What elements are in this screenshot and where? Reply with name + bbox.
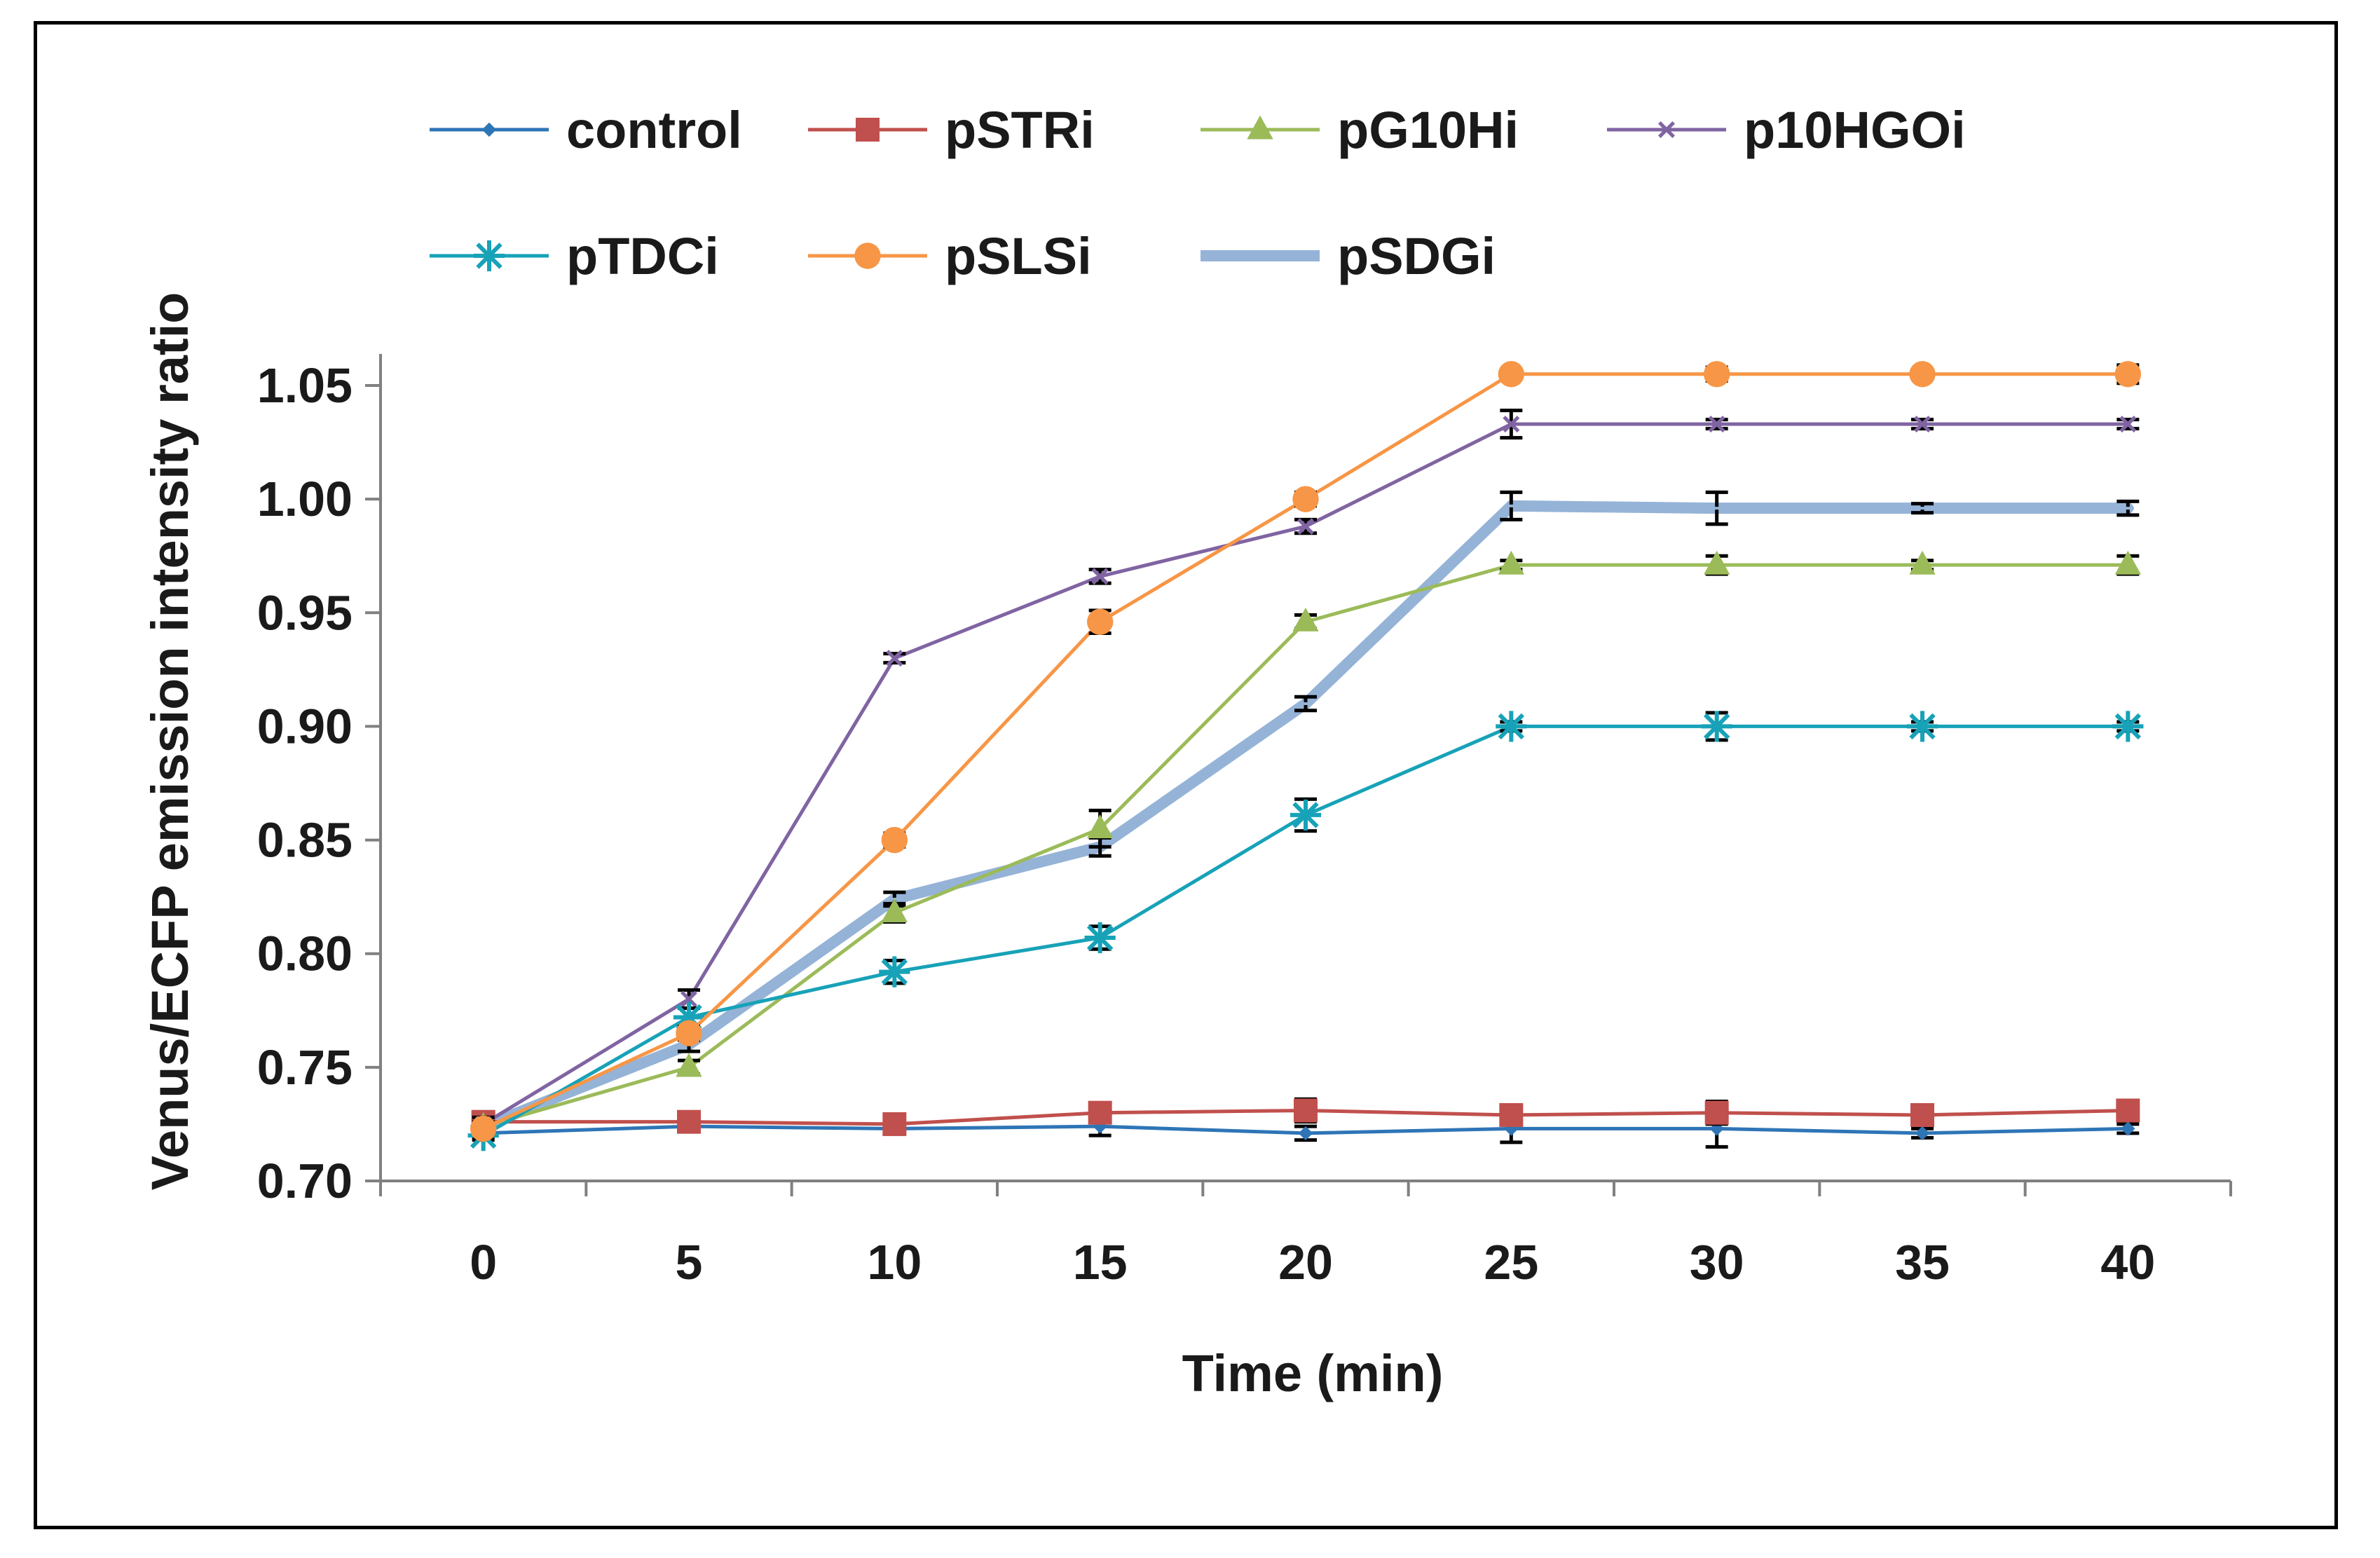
data-point: [1703, 550, 1730, 575]
data-point: [2121, 1121, 2135, 1136]
data-point: [1247, 115, 1273, 139]
data-point: [1091, 568, 1109, 585]
data-point: [1084, 922, 1116, 954]
data-point: [1292, 486, 1319, 512]
data-point: [1910, 1102, 1934, 1127]
data-point: [676, 1020, 702, 1046]
data-point: [882, 1112, 907, 1136]
y-tick-label: 1.00: [257, 472, 353, 526]
x-tick-label: 15: [1073, 1235, 1128, 1290]
y-tick-label: 1.05: [257, 358, 353, 413]
legend: control pSTRi pG10Hi p10HGOi pTDCi pSLSi pSDGi: [430, 101, 1966, 285]
data-point: [854, 242, 881, 269]
data-point: [677, 1109, 701, 1134]
legend-item-control: control: [430, 101, 742, 159]
series-pSTRi: [471, 1097, 2140, 1136]
y-tick-label: 0.85: [257, 813, 353, 868]
legend-label: p10HGOi: [1744, 101, 1966, 159]
data-point: [1708, 416, 1725, 433]
legend-item-pG10Hi: pG10Hi: [1201, 101, 1519, 159]
legend-item-pTDCi: pTDCi: [430, 227, 719, 285]
y-axis-title: Venus/ECFP emission intensity ratio: [141, 292, 199, 1191]
legend-item-p10HGOi: p10HGOi: [1607, 101, 1966, 159]
data-point: [886, 650, 903, 667]
series-line: [481, 563, 2130, 1128]
y-tick-label: 0.90: [257, 699, 353, 753]
legend-item-pSLSi: pSLSi: [808, 227, 1092, 285]
data-point: [673, 1002, 705, 1033]
data-point: [1498, 550, 1525, 575]
x-tick-label: 35: [1895, 1235, 1950, 1290]
chart-frame: control pSTRi pG10Hi p10HGOi pTDCi pSLSi pSDGi…: [34, 21, 2338, 1529]
data-point: [676, 1053, 702, 1077]
data-point: [1298, 1126, 1313, 1141]
data-point: [879, 956, 910, 988]
axes: 0.70 0.75 0.80 0.85 0.90 0.95 1.00 1.05 0 5 10 15 2…: [141, 292, 2232, 1402]
data-point: [2114, 550, 2142, 575]
data-point: [1658, 121, 1675, 138]
y-ticks: 0.70 0.75 0.80 0.85 0.90 0.95 1.00 1.05: [257, 358, 381, 1208]
y-tick-label: 0.80: [257, 927, 353, 981]
data-point: [881, 898, 908, 922]
data-point: [470, 1115, 497, 1142]
data-point: [2116, 1098, 2140, 1123]
data-point: [2114, 361, 2142, 388]
data-point: [473, 240, 505, 272]
data-point: [1498, 361, 1525, 388]
x-ticks: 0 5 10 15 20 25 30 35 40: [379, 1181, 2232, 1290]
data-point: [1496, 711, 1527, 742]
data-point: [1290, 799, 1322, 831]
data-point: [1701, 711, 1732, 742]
data-point: [1503, 416, 1520, 433]
data-point: [1297, 518, 1314, 535]
x-tick-label: 0: [470, 1235, 497, 1290]
series-pTDCi: [467, 711, 2144, 1152]
data-point: [1914, 416, 1931, 433]
legend-label: control: [566, 101, 742, 159]
data-point: [2119, 416, 2137, 433]
x-tick-label: 25: [1484, 1235, 1538, 1290]
x-tick-label: 20: [1278, 1235, 1333, 1290]
y-tick-label: 0.75: [257, 1040, 353, 1095]
data-point: [1915, 1126, 1930, 1141]
plot-area: [467, 361, 2144, 1152]
data-point: [856, 118, 880, 142]
legend-item-pSDGi: pSDGi: [1201, 227, 1496, 285]
data-point: [1086, 608, 1114, 635]
legend-label: pTDCi: [566, 227, 719, 285]
x-tick-label: 40: [2100, 1235, 2155, 1290]
legend-label: pSTRi: [945, 101, 1095, 159]
legend-label: pSDGi: [1337, 227, 1496, 285]
data-point: [1499, 1102, 1524, 1127]
series-pG10Hi: [470, 550, 2142, 1136]
y-tick-label: 0.70: [257, 1154, 353, 1208]
line-chart: control pSTRi pG10Hi p10HGOi pTDCi pSLSi pSDGi…: [141, 101, 2232, 1402]
data-point: [1703, 361, 1730, 388]
data-point: [1704, 1100, 1729, 1125]
legend-item-pSTRi: pSTRi: [808, 101, 1095, 159]
x-tick-label: 30: [1690, 1235, 1744, 1290]
data-point: [1088, 1100, 1112, 1125]
data-point: [881, 826, 908, 854]
legend-label: pG10Hi: [1337, 101, 1519, 159]
x-axis-title: Time (min): [1182, 1344, 1444, 1402]
data-point: [2112, 711, 2144, 742]
legend-label: pSLSi: [945, 227, 1092, 285]
data-point: [1909, 361, 1936, 388]
y-tick-label: 0.95: [257, 585, 353, 640]
data-point: [1292, 607, 1319, 631]
series-pSLSi: [470, 361, 2142, 1142]
data-point: [1909, 550, 1936, 575]
data-point: [481, 122, 497, 137]
data-point: [1906, 711, 1938, 742]
data-point: [681, 990, 697, 1008]
data-point: [1086, 814, 1114, 838]
x-tick-label: 10: [867, 1235, 922, 1290]
data-point: [1294, 1098, 1318, 1123]
x-tick-label: 5: [676, 1235, 703, 1290]
